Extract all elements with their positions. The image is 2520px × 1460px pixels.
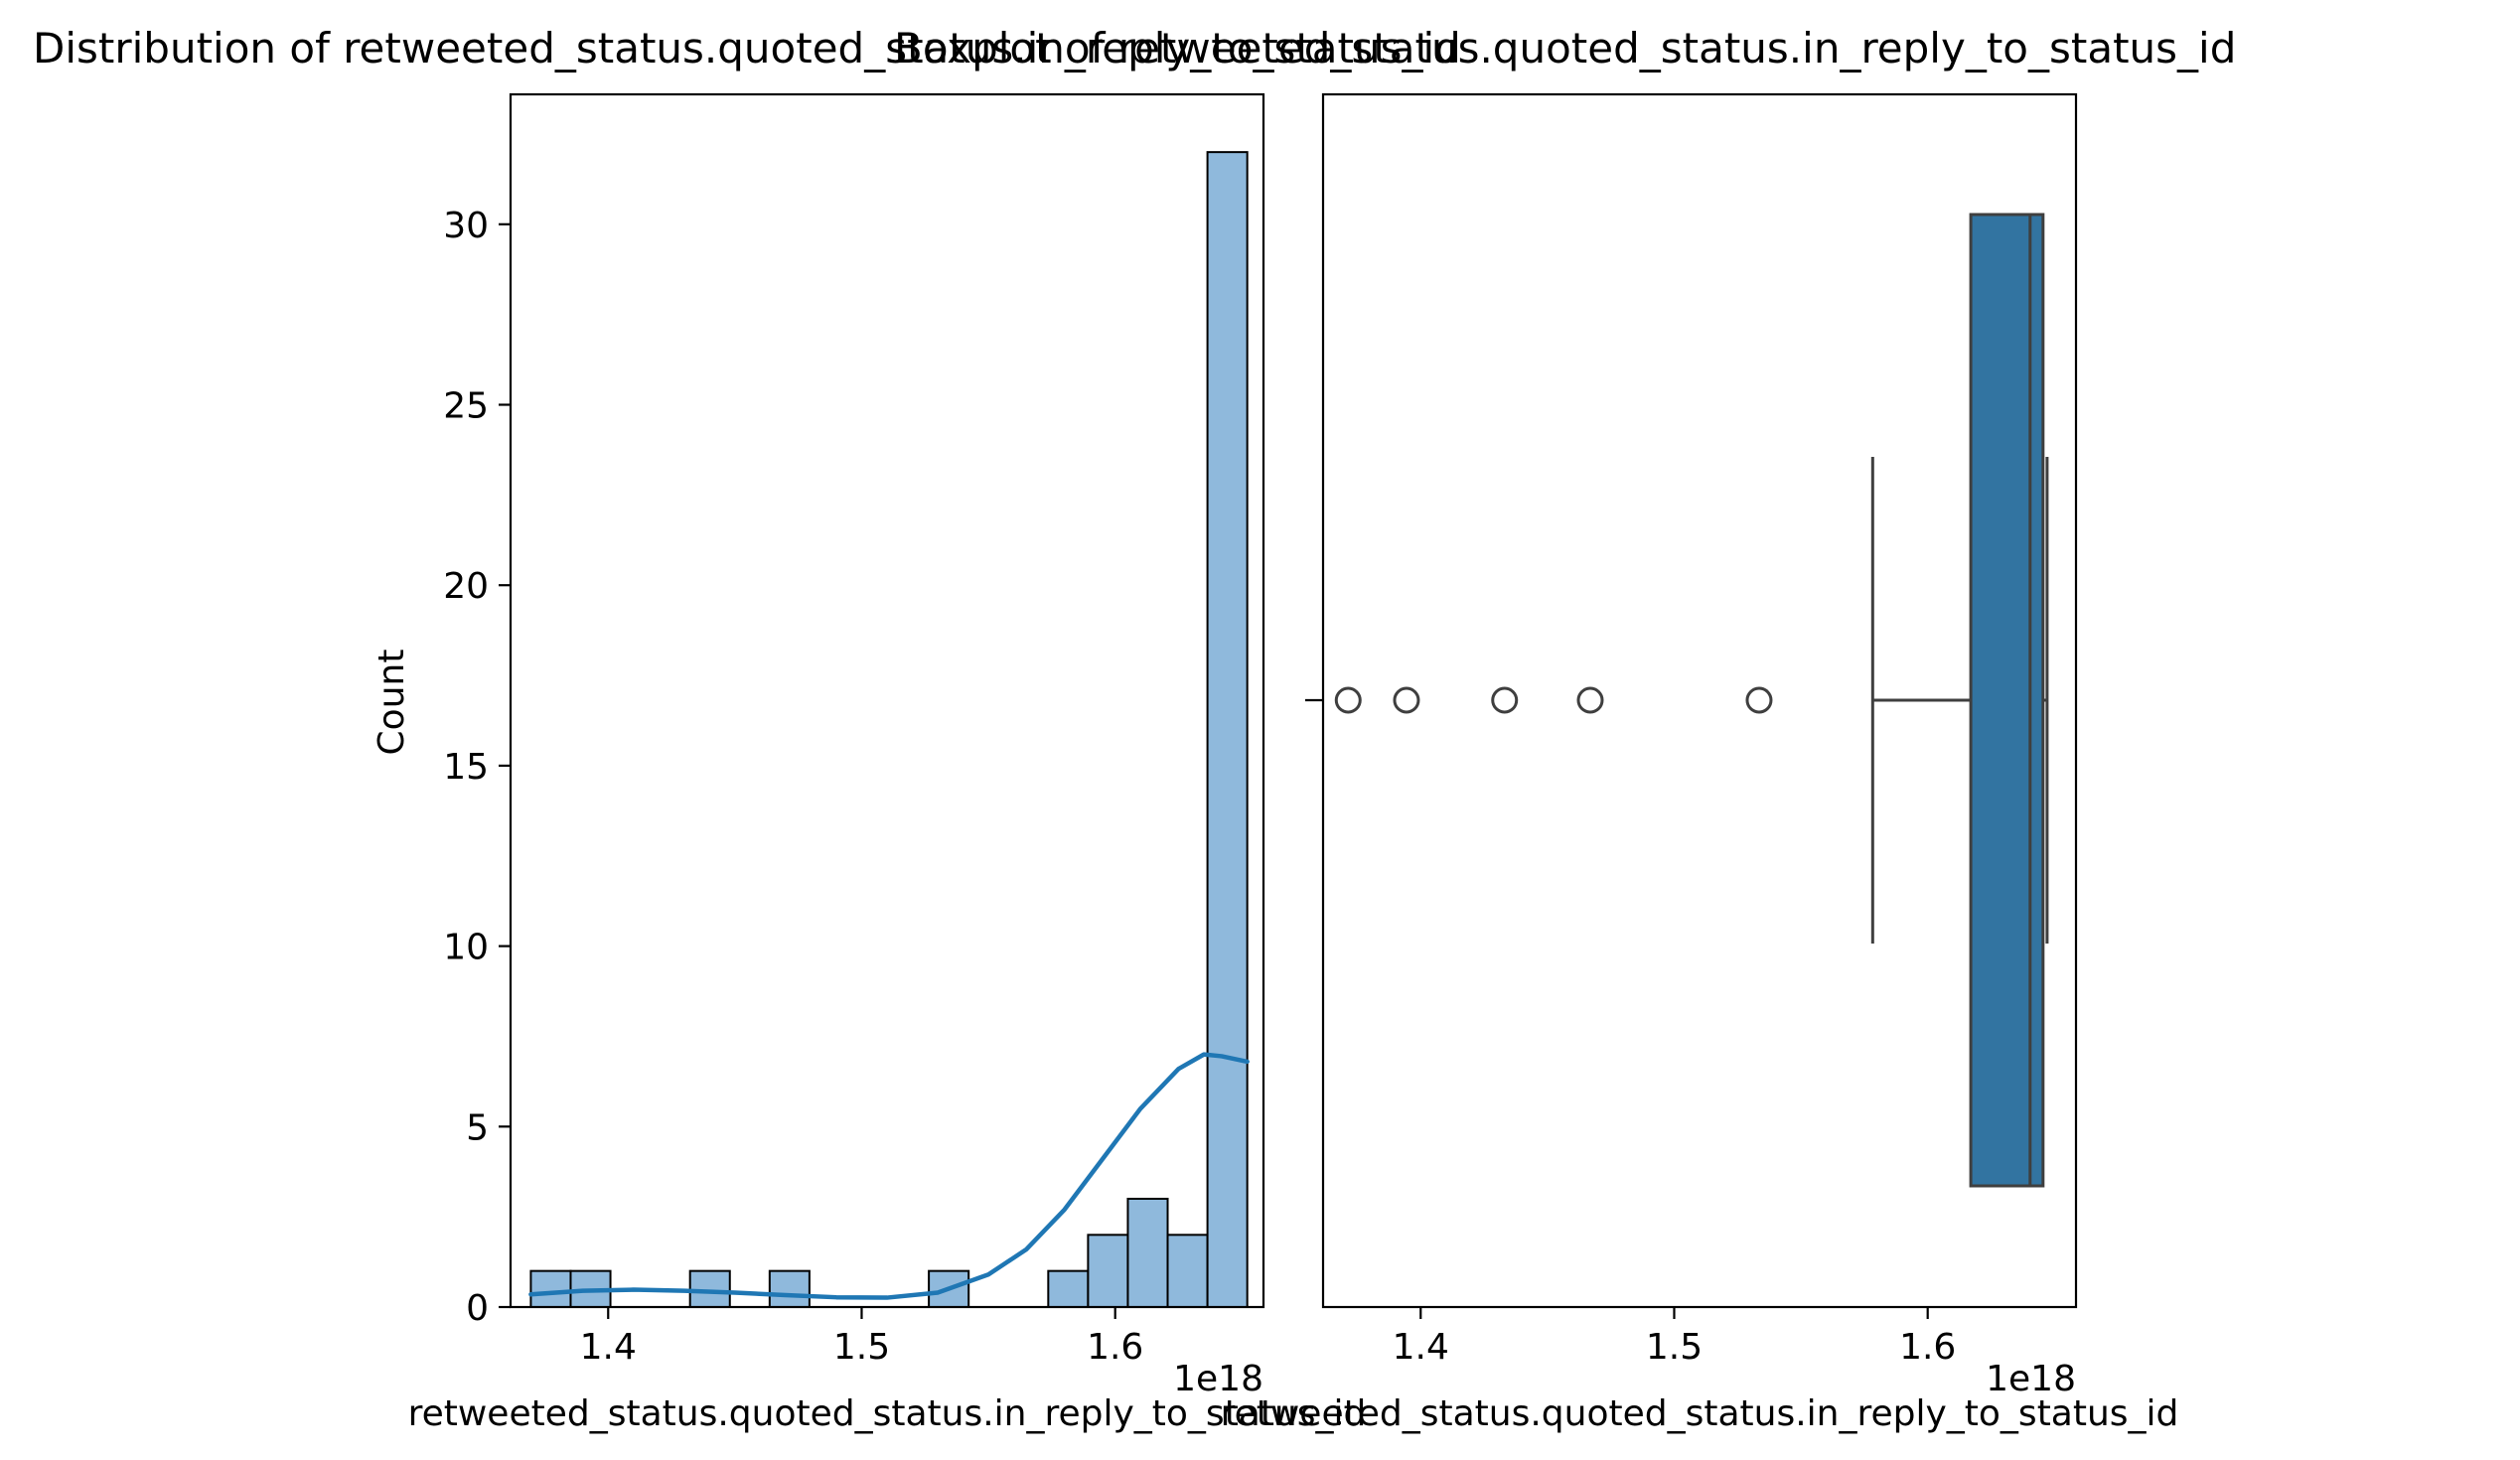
outlier-point: [1745, 686, 1773, 714]
histogram-x-tick-label: 1.5: [833, 1327, 890, 1368]
boxplot-x-axis-label: retweeted_status.quoted_status.in_reply_…: [1221, 1393, 2179, 1434]
histogram-y-tick-label: 0: [466, 1288, 489, 1329]
histogram-bar: [1206, 151, 1249, 1309]
outlier-point: [1491, 686, 1519, 714]
boxplot-x-tick-label: 1.4: [1393, 1327, 1449, 1368]
histogram-y-ticks: 0 5 10 15 20 25 30: [443, 206, 511, 1329]
histogram-bar: [768, 1269, 811, 1309]
boxplot-x-tick-label: 1.6: [1899, 1327, 1956, 1368]
outlier-point: [1576, 686, 1604, 714]
histogram-x-tick-label: 1.6: [1087, 1327, 1143, 1368]
outlier-point: [1334, 686, 1362, 714]
kde-curve: [528, 1052, 1250, 1300]
histogram-x-tick-label: 1.4: [580, 1327, 637, 1368]
histogram-y-tick-label: 20: [443, 566, 489, 607]
histogram-bar: [1087, 1234, 1129, 1308]
boxplot-shapes: [1334, 213, 2049, 1188]
boxplot-x-ticks: 1.4 1.5 1.6: [1393, 1307, 1956, 1368]
histogram-bar: [1047, 1269, 1090, 1309]
iqr-box: [1969, 213, 2045, 1188]
histogram-panel: 0 5 10 15 20 25 30 1.4 1.5 1.6 Distribution of r…: [33, 24, 1461, 1434]
histogram-title: Distribution of retweeted_status.quoted_…: [33, 24, 1461, 73]
histogram-y-tick-label: 15: [443, 747, 489, 788]
histogram-bar: [1126, 1197, 1169, 1309]
histogram-axes-frame: [509, 92, 1265, 1309]
histogram-y-axis-label: Count: [371, 650, 412, 756]
boxplot-x-offset-label: 1e18: [1986, 1359, 2076, 1399]
histogram-y-tick-label: 5: [466, 1107, 489, 1148]
boxplot-title: Boxplot of retweeted_status.quoted_statu…: [894, 24, 2236, 73]
histogram-x-offset-label: 1e18: [1173, 1359, 1263, 1399]
histogram-bar: [1166, 1234, 1209, 1308]
histogram-bar: [529, 1269, 572, 1309]
histogram-y-tick-label: 30: [443, 206, 489, 246]
boxplot-panel: 1.4 1.5 1.6 Boxplot of retweeted_status.qu…: [894, 24, 2236, 1434]
boxplot-x-tick-label: 1.5: [1646, 1327, 1703, 1368]
histogram-x-ticks: 1.4 1.5 1.6: [580, 1307, 1143, 1368]
histogram-x-axis-label: retweeted_status.quoted_status.in_reply_…: [408, 1393, 1367, 1434]
histogram-y-tick-label: 25: [443, 386, 489, 427]
histogram-bars: [529, 151, 1249, 1309]
outlier-point: [1393, 686, 1420, 714]
histogram-y-tick-label: 10: [443, 928, 489, 968]
